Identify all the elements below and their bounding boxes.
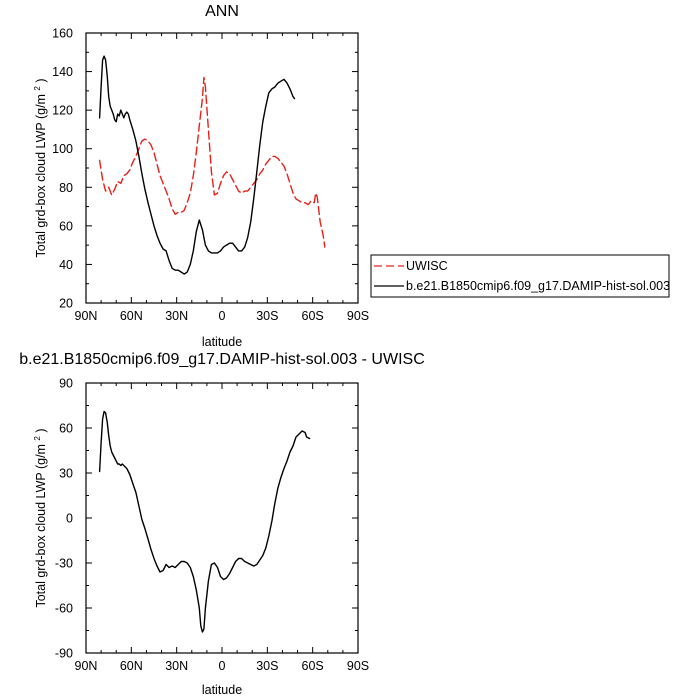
x-tick-label: 90N [75,659,98,673]
y-tick-label: 20 [59,297,73,311]
y-tick-label: 60 [59,422,73,436]
chart-bottom: b.e21.B1850cmip6.f09_g17.DAMIP-hist-sol.… [19,351,425,697]
y-tick-label: -60 [55,602,73,616]
y-tick-label: -30 [55,557,73,571]
y-axis-unit-close: ) [34,78,48,82]
y-tick-label: 30 [59,467,73,481]
y-tick-label: 40 [59,258,73,272]
x-tick-label: 30N [165,659,188,673]
chart-title: ANN [205,3,239,20]
y-tick-label: 60 [59,219,73,233]
chart-title: b.e21.B1850cmip6.f09_g17.DAMIP-hist-sol.… [19,351,425,368]
y-tick-label: 140 [52,65,73,79]
x-tick-label: 0 [219,659,226,673]
y-tick-label: -90 [55,647,73,661]
x-axis-label: latitude [202,683,242,697]
y-tick-label: 120 [52,104,73,118]
series-line-uwisc [98,76,326,248]
x-tick-label: 90S [347,309,369,323]
x-tick-label: 60N [120,309,143,323]
x-tick-label: 60S [302,659,324,673]
x-tick-label: 90N [75,309,98,323]
x-tick-label: 60N [120,659,143,673]
plot-series [98,55,326,275]
series-line-difference [98,410,311,633]
y-tick-label: 0 [66,512,73,526]
legend: UWISC b.e21.B1850cmip6.f09_g17.DAMIP-his… [370,254,670,298]
legend-text-uwisc: UWISC [406,259,448,273]
y-axis-label: Total grd-box cloud LWP (g/m 2 ) [29,428,48,607]
x-tick-label: 30S [256,309,278,323]
x-tick-label: 30S [256,659,278,673]
y-axis-label-text: Total grd-box cloud LWP [34,473,48,608]
y-axis-unit-close: ) [34,428,48,432]
y-axis-label-text: Total grd-box cloud LWP [34,123,48,258]
x-tick-label: 60S [302,309,324,323]
y-tick-marks: 20 40 60 80 100 120 140 160 [52,27,358,311]
legend-box [370,254,670,298]
y-tick-label: 100 [52,142,73,156]
plot-series [98,410,311,633]
y-axis-unit: (g/m [34,94,48,119]
x-tick-label: 0 [219,309,226,323]
y-axis-label: Total grd-box cloud LWP (g/m 2 ) [29,78,48,257]
y-axis-unit-superscript: 2 [33,86,42,91]
x-tick-marks: 90N 60N 30N 0 30S 60S 90S [75,383,369,673]
y-tick-label: 90 [59,377,73,391]
y-tick-label: 160 [52,27,73,41]
x-tick-label: 30N [165,309,188,323]
y-tick-marks: -90 -60 -30 0 30 60 90 [55,377,358,661]
y-axis-unit: (g/m [34,444,48,469]
legend-text-model: b.e21.B1850cmip6.f09_g17.DAMIP-hist-sol.… [406,279,670,293]
y-axis-unit-superscript: 2 [33,436,42,441]
y-tick-label: 80 [59,181,73,195]
x-tick-marks: 90N 60N 30N 0 30S 60S 90S [75,33,369,323]
plot-frame [85,32,359,304]
chart-top: ANN 90N 60N 30N 0 30S 60S 90S 20 40 60 80 100 120 14… [29,3,670,349]
plot-frame [85,382,359,654]
x-axis-label: latitude [202,335,242,349]
x-tick-label: 90S [347,659,369,673]
series-line-model [98,55,296,275]
